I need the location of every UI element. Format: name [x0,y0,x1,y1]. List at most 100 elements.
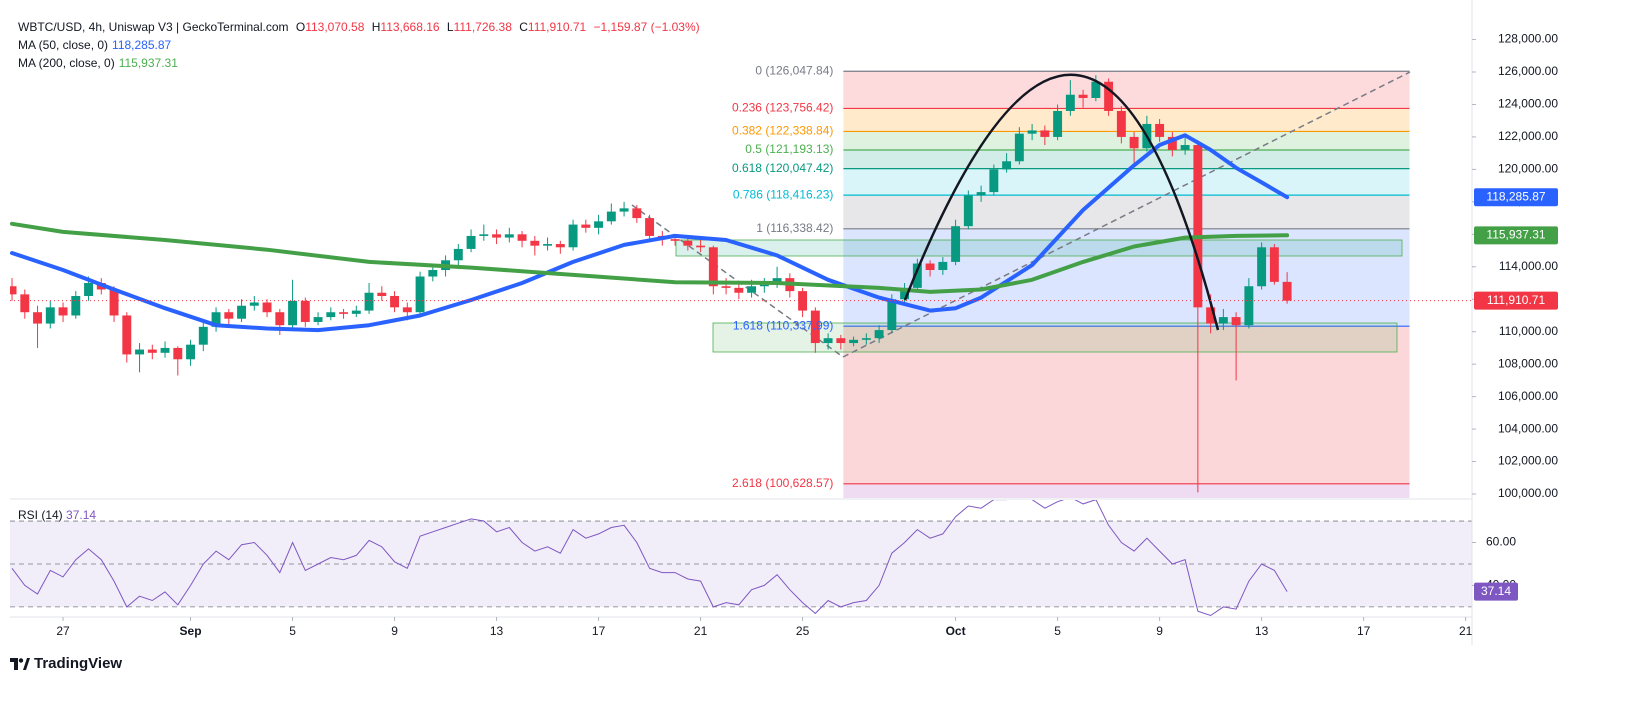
candle-body [10,286,17,295]
candle-body [594,221,604,228]
rsi-y-tick-label: 60.00 [1486,535,1516,549]
price-badge-label: 118,285.87 [1486,189,1545,203]
fib-label: 0.382 (122,338.84) [732,124,833,138]
y-tick-label: 114,000.00 [1499,259,1558,273]
x-tick-label: Oct [946,624,966,638]
fib-retracement [843,70,1410,498]
arc-drawing [903,73,1220,331]
fib-label: 0.618 (120,047.42) [732,161,833,175]
ohlc-value: 113,070.58 [305,20,365,34]
logo-icon [10,657,30,670]
y-tick-label: 126,000.00 [1498,64,1558,78]
fib-label: 0 (126,047.84) [755,63,833,77]
candle-body [109,289,119,316]
candle-body [696,245,706,248]
x-tick-label: 21 [694,624,708,638]
candle-body [900,287,910,300]
candle-body [313,317,323,322]
x-tick-label: 13 [490,624,504,638]
candle-body [1091,81,1101,98]
candle-body [887,299,897,331]
candle-body [275,312,285,326]
candle-body [836,338,846,344]
y-tick-label: 102,000.00 [1498,454,1558,468]
candle-body [1257,247,1267,287]
axes: 100,000.00 102,000.00 104,000.00 106,000.00… [10,0,1558,645]
candle-body [504,234,514,238]
candle-body [33,312,43,324]
x-tick-label: 9 [1156,624,1163,638]
candle-body [938,261,948,271]
ma-legend: MA (200, close, 0) 115,937.31 [18,55,182,71]
footer-logo[interactable]: TradingView [10,655,122,672]
candle-body [734,287,744,293]
fib-zone [843,131,1410,151]
fib-label: 2.618 (100,628.57) [732,476,833,490]
candle-body [632,208,642,219]
candles [10,75,1292,493]
candle-body [1244,286,1254,326]
candle-body [428,270,438,277]
candle-body [377,292,387,296]
y-tick-label: 128,000.00 [1498,32,1558,46]
candle-body [364,292,374,311]
x-tick-label: 27 [56,624,70,638]
rsi-badge [1474,582,1518,601]
ma-value: 115,937.31 [118,56,178,70]
candle-body [810,310,820,344]
x-tick-label: 13 [1255,624,1269,638]
footer-text: TradingView [34,655,123,672]
candle-body [1206,307,1216,324]
candle-body [912,263,922,288]
candle-body [1065,94,1075,111]
symbol-title: WBTC/USD, 4h, Uniswap V3 | GeckoTerminal… [18,20,289,34]
candle-body [747,286,757,293]
candle-body [963,195,973,227]
candle-body [619,208,629,212]
candle-body [135,349,145,355]
candle-body [874,330,884,339]
price-badge [1474,291,1558,310]
price-badge [1474,188,1558,207]
rsi-value: 37.14 [66,508,97,522]
fib-label: 0.5 (121,193.13) [745,142,833,156]
x-tick-label: 5 [1054,624,1061,638]
fib-zone [843,326,1410,484]
candle-body [1282,281,1292,301]
fib-label: 0.786 (118,416.23) [733,187,834,201]
candle-body [1129,136,1139,149]
candle-body [20,294,30,313]
ohlc-value: 113,668.16 [380,20,440,34]
y-tick-label: 110,000.00 [1499,324,1558,338]
ohlc-key: C [519,20,528,34]
x-tick-label: 21 [1459,624,1473,638]
ohlc-key: H [371,20,381,34]
candle-body [147,349,157,353]
candle-body [721,286,731,288]
candle-body [1027,130,1037,134]
candle-body [581,224,591,228]
y-tick-label: 108,000.00 [1498,356,1558,370]
y-tick-label: 100,000.00 [1498,486,1558,500]
candle-body [645,218,655,236]
candle-body [989,169,999,193]
x-tick-label: 17 [592,624,606,638]
candle-body [224,312,234,319]
candle-body [466,235,476,249]
y-tick-label: 106,000.00 [1498,389,1558,403]
candle-body [568,224,578,248]
candle-body [351,310,361,314]
candle-body [262,302,272,313]
fib-zone [843,483,1410,498]
zone-box [712,322,1398,353]
candle-body [555,244,565,248]
candle-body [1014,133,1024,162]
ma-name: MA (50, close, 0) [18,38,109,52]
fib-zone [843,108,1410,132]
candle-body [1104,81,1114,111]
candle-body [861,338,871,340]
candle-body [492,234,502,238]
candle-body [339,312,349,314]
candle-body [925,263,935,271]
